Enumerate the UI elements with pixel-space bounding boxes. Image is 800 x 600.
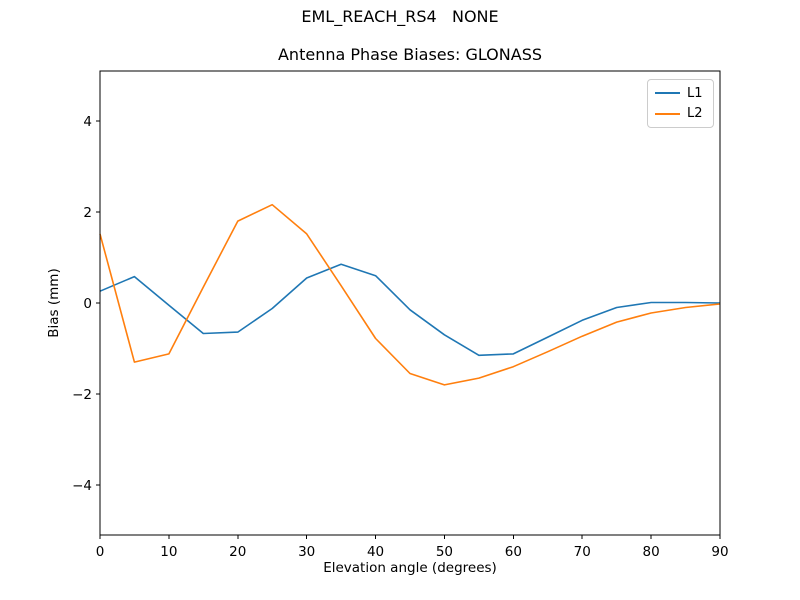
legend-label-l1: L1 — [687, 85, 703, 101]
legend-label-l2: L2 — [687, 106, 703, 122]
x-tick-label: 10 — [160, 544, 177, 560]
legend: L1 L2 — [647, 79, 714, 128]
x-tick-label: 30 — [298, 544, 315, 560]
axes-title: Antenna Phase Biases: GLONASS — [277, 45, 542, 64]
x-tick-label: 90 — [711, 544, 728, 560]
legend-entry-l2: L2 — [655, 104, 706, 125]
figure-suptitle: EML_REACH_RS4 NONE — [301, 7, 499, 26]
l1-line-swatch — [655, 92, 680, 95]
x-axis-label: Elevation angle (degrees) — [323, 560, 497, 576]
l2-line-swatch — [655, 112, 680, 115]
legend-entry-l1: L1 — [655, 83, 706, 104]
x-tick-label: 0 — [96, 544, 105, 560]
x-tick-label: 40 — [367, 544, 384, 560]
y-tick-label: −2 — [72, 387, 92, 403]
x-tick-label: 20 — [229, 544, 246, 560]
x-tick-label: 60 — [505, 544, 522, 560]
x-tick-label: 70 — [574, 544, 591, 560]
y-tick-label: 0 — [83, 296, 92, 312]
x-tick-label: 80 — [643, 544, 660, 560]
x-tick-label: 50 — [436, 544, 453, 560]
axes-frame — [99, 70, 721, 536]
series-line-l2 — [99, 203, 721, 386]
y-axis-label: Bias (mm) — [46, 268, 62, 338]
y-tick-label: 4 — [83, 114, 92, 130]
y-tick-label: −4 — [72, 478, 92, 494]
y-tick-label: 2 — [83, 205, 92, 221]
series-line-l1 — [99, 263, 721, 357]
